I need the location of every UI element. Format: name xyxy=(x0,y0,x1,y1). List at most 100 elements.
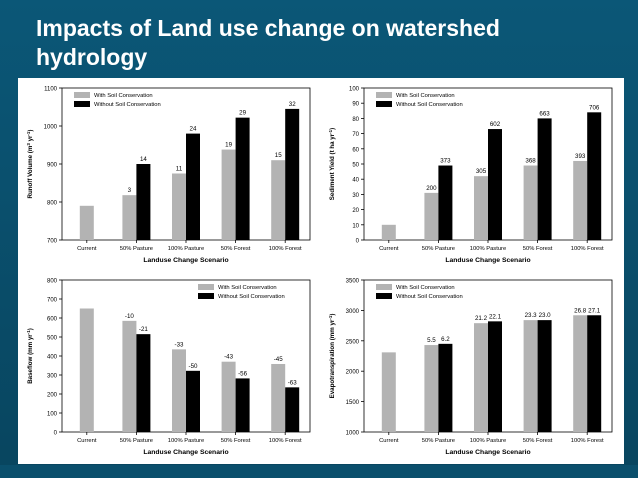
data-label-with-soil-conservation-50-pasture: 200 xyxy=(426,185,437,192)
x-tick-label-50-forest: 50% Forest xyxy=(523,438,553,444)
legend-swatch-without-soil-conservation xyxy=(376,293,392,299)
data-label-without-soil-conservation-50-forest: 29 xyxy=(239,110,246,117)
data-label-without-soil-conservation-50-pasture: 373 xyxy=(440,158,451,165)
baseflow-chart: 0 100 200 300 400 500 600 700 800 Baseflow (mm yr… xyxy=(26,279,311,456)
data-label-with-soil-conservation-100-pasture: 305 xyxy=(476,168,487,175)
y-tick-label: 60 xyxy=(352,147,359,153)
data-label-with-soil-conservation-100-pasture: -33 xyxy=(175,341,185,348)
bar-with-soil-conservation-50-pasture xyxy=(424,345,439,432)
y-tick-label: 90 xyxy=(352,102,359,108)
legend-swatch-with-soil-conservation xyxy=(376,92,392,98)
bar-with-soil-conservation-current xyxy=(381,224,396,240)
x-axis-label: Landuse Change Scenario xyxy=(445,257,530,264)
y-tick-label: 700 xyxy=(47,298,58,304)
bar-with-soil-conservation-100-forest xyxy=(271,160,286,240)
y-tick-label: 300 xyxy=(47,374,58,380)
bar-without-soil-conservation-50-forest xyxy=(537,320,552,432)
legend-label-without-soil-conservation: Without Soil Conservation xyxy=(218,294,285,300)
x-tick-label-100-pasture: 100% Pasture xyxy=(470,246,506,252)
x-tick-label-50-forest: 50% Forest xyxy=(523,246,553,252)
bar-without-soil-conservation-50-pasture xyxy=(438,165,453,240)
y-tick-label: 0 xyxy=(356,239,360,245)
bar-without-soil-conservation-100-pasture xyxy=(488,129,502,240)
data-label-with-soil-conservation-50-forest: -43 xyxy=(224,354,234,361)
data-label-without-soil-conservation-50-pasture: 14 xyxy=(140,156,147,163)
data-label-with-soil-conservation-100-forest: -45 xyxy=(274,356,284,363)
y-tick-label: 80 xyxy=(352,117,359,123)
legend-swatch-without-soil-conservation xyxy=(376,101,392,107)
y-tick-label: 1100 xyxy=(44,87,58,93)
y-axis-label: Sediment Yield (t ha yr-1) xyxy=(328,128,336,200)
bar-with-soil-conservation-50-forest xyxy=(523,165,538,240)
figure-content-area xyxy=(18,78,624,464)
y-tick-label: 500 xyxy=(47,336,58,342)
bar-with-soil-conservation-50-forest xyxy=(221,149,236,240)
bar-without-soil-conservation-50-pasture xyxy=(438,343,453,432)
bar-without-soil-conservation-100-pasture xyxy=(186,133,200,240)
data-label-without-soil-conservation-50-pasture: -21 xyxy=(139,326,149,333)
x-tick-label-100-forest: 100% Forest xyxy=(269,438,302,444)
slide-title: Impacts of Land use change on watershed … xyxy=(36,14,596,72)
slide-title-line-1: Impacts of Land use change on watershed xyxy=(36,15,500,41)
bar-with-soil-conservation-100-forest xyxy=(271,363,286,432)
bar-with-soil-conservation-100-pasture xyxy=(172,173,186,240)
legend-label-without-soil-conservation: Without Soil Conservation xyxy=(396,294,463,300)
data-label-with-soil-conservation-100-forest: 26.8 xyxy=(574,307,587,314)
y-tick-label: 40 xyxy=(352,178,359,184)
y-tick-label: 100 xyxy=(349,87,360,93)
y-tick-label: 30 xyxy=(352,193,359,199)
y-tick-label: 2000 xyxy=(346,370,360,376)
data-label-with-soil-conservation-50-pasture: -10 xyxy=(125,313,135,320)
runoff-volume-chart: 700 800 900 1000 1100 Runoff Volume (m3 yr-1)… xyxy=(26,87,311,264)
y-tick-label: 600 xyxy=(47,317,58,323)
data-label-without-soil-conservation-100-forest: -63 xyxy=(288,379,298,386)
data-label-with-soil-conservation-50-forest: 368 xyxy=(525,158,536,165)
bar-without-soil-conservation-100-forest xyxy=(285,387,300,432)
bottom-strip xyxy=(0,465,638,478)
bar-with-soil-conservation-100-pasture xyxy=(474,176,488,240)
x-tick-label-50-pasture: 50% Pasture xyxy=(422,438,455,444)
legend-swatch-with-soil-conservation xyxy=(376,284,392,290)
data-label-without-soil-conservation-100-forest: 32 xyxy=(289,101,296,108)
y-tick-label: 400 xyxy=(47,355,58,361)
data-label-without-soil-conservation-100-forest: 27.1 xyxy=(588,307,601,314)
evapotranspiration-chart-panel: 1000 1500 2000 2500 3000 3500 Evapotranspirati… xyxy=(322,272,622,462)
x-tick-label-50-forest: 50% Forest xyxy=(221,246,251,252)
bar-without-soil-conservation-50-pasture xyxy=(136,164,151,240)
runoff-chart-panel: 700 800 900 1000 1100 Runoff Volume (m3 yr-1)… xyxy=(20,80,320,270)
bar-with-soil-conservation-current xyxy=(79,308,94,432)
bar-without-soil-conservation-50-forest xyxy=(235,378,250,432)
y-tick-label: 10 xyxy=(352,223,359,229)
data-label-with-soil-conservation-50-pasture: 5.5 xyxy=(427,337,436,344)
data-label-without-soil-conservation-100-pasture: 24 xyxy=(190,126,197,133)
legend-swatch-with-soil-conservation xyxy=(74,92,90,98)
y-tick-label: 3000 xyxy=(346,309,360,315)
y-tick-label: 700 xyxy=(47,239,58,245)
x-axis-label: Landuse Change Scenario xyxy=(445,449,530,456)
y-tick-label: 20 xyxy=(352,208,359,214)
x-tick-label-50-forest: 50% Forest xyxy=(221,438,251,444)
legend-label-with-soil-conservation: With Soil Conservation xyxy=(94,93,153,99)
bar-without-soil-conservation-50-pasture xyxy=(136,334,151,432)
bar-with-soil-conservation-50-forest xyxy=(221,361,236,432)
x-axis-label: Landuse Change Scenario xyxy=(143,449,228,456)
x-tick-label-100-forest: 100% Forest xyxy=(269,246,302,252)
bar-with-soil-conservation-100-pasture xyxy=(172,349,186,432)
data-label-with-soil-conservation-100-pasture: 11 xyxy=(176,166,183,173)
x-tick-label-100-pasture: 100% Pasture xyxy=(168,438,204,444)
data-label-with-soil-conservation-50-forest: 19 xyxy=(225,142,232,149)
bar-with-soil-conservation-50-pasture xyxy=(122,195,137,240)
bar-with-soil-conservation-50-pasture xyxy=(424,192,439,240)
sediment-yield-chart: 0 10 20 30 40 50 60 70 80 90 100 Sediment Yield (t … xyxy=(328,87,613,264)
y-tick-label: 800 xyxy=(47,201,58,207)
data-label-with-soil-conservation-100-pasture: 21.2 xyxy=(475,315,488,322)
data-label-without-soil-conservation-50-pasture: 6.2 xyxy=(441,336,450,343)
x-tick-label-current: Current xyxy=(379,246,399,252)
y-tick-label: 100 xyxy=(47,412,58,418)
legend-swatch-without-soil-conservation xyxy=(198,293,214,299)
bar-without-soil-conservation-100-forest xyxy=(587,112,602,240)
x-tick-label-100-pasture: 100% Pasture xyxy=(470,438,506,444)
data-label-with-soil-conservation-100-forest: 15 xyxy=(275,152,282,159)
bar-without-soil-conservation-50-forest xyxy=(537,118,552,240)
bar-without-soil-conservation-100-forest xyxy=(285,108,300,241)
